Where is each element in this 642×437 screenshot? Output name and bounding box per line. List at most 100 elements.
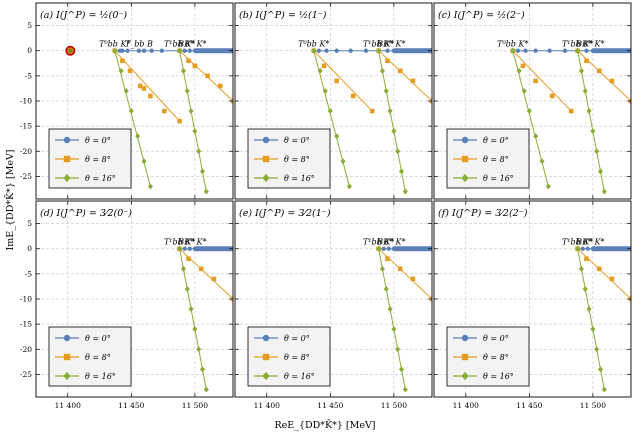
data-point xyxy=(141,48,147,53)
y-axis-label: ImE_{DD*K̄*} [MeV] xyxy=(4,149,16,250)
data-point xyxy=(601,188,607,195)
data-point xyxy=(395,346,401,353)
threshold-label: T¹bb K* xyxy=(562,40,593,49)
data-point xyxy=(159,48,165,53)
legend-label: θ = 16° xyxy=(85,372,116,381)
legend-marker xyxy=(461,334,469,342)
y-tick-label: -5 xyxy=(25,71,33,80)
data-point xyxy=(402,188,408,195)
data-point xyxy=(597,366,604,373)
data-point xyxy=(182,48,187,53)
legend-marker xyxy=(461,353,469,361)
panel-c: (c) I(J^P) = ½(2⁻) T⁰bb K* T¹bb K*BB* K* θ … xyxy=(433,2,632,200)
x-tick-label: 11 500 xyxy=(580,401,606,410)
data-point xyxy=(387,306,393,313)
data-point xyxy=(397,68,403,74)
legend: θ = 0° θ = 8° θ = 16° xyxy=(247,326,331,387)
data-point xyxy=(385,58,390,64)
data-point xyxy=(348,48,353,53)
panel-e: 11 400 11 450 11 500 (e) I(J^P) = 3⁄2(1⁻) T¹… xyxy=(234,200,433,410)
threshold-label: T⁰bb K* xyxy=(99,40,130,49)
legend-marker xyxy=(461,136,469,144)
data-point xyxy=(568,108,574,114)
threshold-label: T¹bb K* xyxy=(363,40,394,49)
legend-label: θ = 16° xyxy=(85,174,116,183)
y-tick-label: -5 xyxy=(25,269,33,278)
plot-area xyxy=(112,47,233,195)
threshold-label: BB* K* xyxy=(376,238,405,247)
data-point xyxy=(316,48,322,53)
data-point xyxy=(141,86,147,91)
panel-title: (a) I(J^P) = ½(0⁻) xyxy=(40,10,127,21)
data-point xyxy=(334,133,340,140)
data-point xyxy=(162,108,167,114)
plot-area xyxy=(376,245,432,393)
data-point xyxy=(334,48,339,53)
data-point xyxy=(510,47,516,54)
continuum-band xyxy=(194,246,233,252)
legend-marker xyxy=(262,371,270,381)
data-point xyxy=(391,326,397,333)
data-point xyxy=(398,168,405,175)
data-point xyxy=(184,285,190,292)
data-point xyxy=(177,118,182,124)
data-point xyxy=(180,265,186,272)
data-point xyxy=(597,168,604,175)
legend-label: θ = 8° xyxy=(483,353,509,362)
panel-title: (c) I(J^P) = ½(2⁻) xyxy=(438,10,525,21)
x-tick-label: 11 450 xyxy=(118,401,144,410)
branch-line xyxy=(378,50,406,192)
data-point xyxy=(402,386,408,393)
data-point xyxy=(346,183,352,190)
data-point xyxy=(533,48,538,53)
continuum-band xyxy=(393,246,432,252)
data-point xyxy=(184,87,190,94)
data-point xyxy=(149,48,154,53)
branch-line xyxy=(512,50,572,112)
continuum-band xyxy=(592,48,631,54)
y-tick-label: -20 xyxy=(20,345,32,354)
data-point xyxy=(125,48,130,53)
legend-marker xyxy=(262,136,270,144)
data-point xyxy=(584,58,589,64)
panel-title: (b) I(J^P) = ½(1⁻) xyxy=(239,10,327,21)
legend: θ = 0° θ = 8° θ = 16° xyxy=(446,326,530,387)
data-point xyxy=(386,246,391,251)
data-point xyxy=(192,63,198,69)
legend-label: θ = 0° xyxy=(85,334,111,343)
x-tick-label: 11 450 xyxy=(317,401,343,410)
data-point xyxy=(322,87,328,94)
threshold-label: T_bb B xyxy=(125,40,153,49)
threshold-label: T¹bb K* xyxy=(164,40,195,49)
data-point xyxy=(363,48,369,53)
legend-label: θ = 8° xyxy=(483,155,509,164)
data-point xyxy=(376,245,382,252)
legend-label: θ = 16° xyxy=(284,174,315,183)
data-point xyxy=(187,246,192,251)
data-point xyxy=(311,47,317,54)
continuum-band xyxy=(194,48,233,54)
x-tick-label: 11 400 xyxy=(453,401,479,410)
data-point xyxy=(516,67,522,74)
branch-line xyxy=(512,50,549,187)
data-point xyxy=(196,148,202,155)
panel-b: (b) I(J^P) = ½(1⁻) T⁰bb K* T¹bb K*BB* K* θ … xyxy=(234,2,433,200)
data-point xyxy=(192,128,198,135)
data-point xyxy=(112,47,118,54)
threshold-label: T¹bb K* xyxy=(562,238,593,247)
legend-label: θ = 8° xyxy=(284,353,310,362)
panels: 5 0 -5 -10 -15 -20 -25 (a) I(J^P) = ½(0⁻) T⁰bb K… xyxy=(20,2,632,410)
data-point xyxy=(148,93,153,99)
y-tick-label: -10 xyxy=(20,295,32,304)
data-point xyxy=(515,48,521,53)
legend-label: θ = 16° xyxy=(284,372,315,381)
panel-title: (e) I(J^P) = 3⁄2(1⁻) xyxy=(239,208,331,219)
branch-line xyxy=(179,50,207,192)
data-point xyxy=(609,78,615,84)
threshold-label: T⁰bb K* xyxy=(298,40,329,49)
data-point xyxy=(135,133,141,140)
threshold-label: T¹bb K* xyxy=(363,238,394,247)
legend-label: θ = 0° xyxy=(284,334,310,343)
branch-line xyxy=(179,248,207,390)
legend-label: θ = 16° xyxy=(483,174,514,183)
